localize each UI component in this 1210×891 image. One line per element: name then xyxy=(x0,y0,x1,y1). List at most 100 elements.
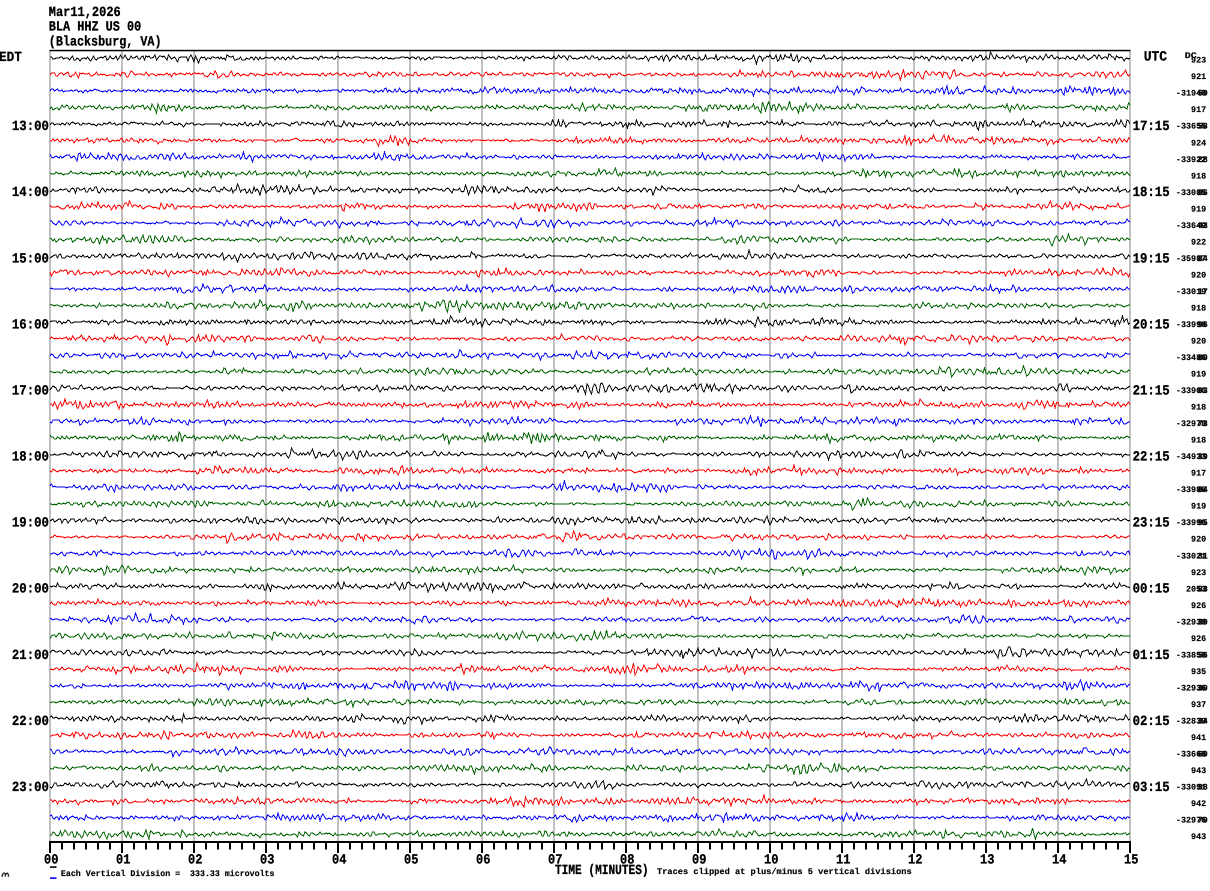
svg-text:39: 39 xyxy=(1198,452,1208,462)
svg-text:-33858: -33858 xyxy=(1176,650,1206,660)
svg-text:21:00: 21:00 xyxy=(12,648,49,664)
svg-text:06: 06 xyxy=(476,852,490,868)
svg-text:-34933: -34933 xyxy=(1176,452,1206,462)
svg-text:-33655: -33655 xyxy=(1176,122,1206,132)
svg-text:28: 28 xyxy=(1198,155,1208,165)
svg-text:73: 73 xyxy=(1198,419,1208,429)
svg-text:58: 58 xyxy=(1198,122,1208,132)
svg-text:34: 34 xyxy=(1198,716,1208,726)
svg-text:(Blacksburg, VA): (Blacksburg, VA) xyxy=(49,35,162,51)
svg-text:02:15: 02:15 xyxy=(1133,714,1170,730)
svg-text:19:00: 19:00 xyxy=(12,516,49,532)
svg-text:-33990: -33990 xyxy=(1176,320,1206,330)
svg-text:43: 43 xyxy=(1198,221,1208,231)
svg-text:918: 918 xyxy=(1191,303,1206,313)
svg-text:13:00: 13:00 xyxy=(12,119,49,135)
svg-text:937: 937 xyxy=(1191,700,1206,710)
svg-text:-31940: -31940 xyxy=(1176,89,1206,99)
svg-text:943: 943 xyxy=(1191,766,1206,776)
svg-text:12: 12 xyxy=(908,852,922,868)
svg-text:60: 60 xyxy=(1198,749,1208,759)
svg-text:01:15: 01:15 xyxy=(1133,648,1170,664)
svg-text:16:00: 16:00 xyxy=(12,317,49,333)
svg-text:942: 942 xyxy=(1191,799,1206,809)
svg-text:30: 30 xyxy=(1198,617,1208,627)
svg-text:00:15: 00:15 xyxy=(1133,582,1170,598)
svg-text:95: 95 xyxy=(1198,518,1208,528)
svg-text:-32976: -32976 xyxy=(1176,816,1206,826)
svg-text:17:15: 17:15 xyxy=(1133,119,1170,135)
svg-text:17:00: 17:00 xyxy=(12,383,49,399)
svg-text:920: 920 xyxy=(1191,336,1206,346)
svg-text:-33649: -33649 xyxy=(1176,221,1206,231)
svg-text:-33486: -33486 xyxy=(1176,353,1206,363)
svg-text:918: 918 xyxy=(1191,171,1206,181)
svg-text:56: 56 xyxy=(1198,650,1208,660)
svg-text:917: 917 xyxy=(1191,469,1206,479)
svg-text:919: 919 xyxy=(1191,204,1206,214)
svg-text:924: 924 xyxy=(1191,138,1206,148)
svg-text:00: 00 xyxy=(44,852,58,868)
svg-text:10: 10 xyxy=(764,852,778,868)
svg-text:-35987: -35987 xyxy=(1176,254,1206,264)
svg-text:917: 917 xyxy=(1191,105,1206,115)
svg-text:Mar11,2026: Mar11,2026 xyxy=(49,5,121,21)
svg-text:15:00: 15:00 xyxy=(12,251,49,267)
svg-text:11: 11 xyxy=(836,852,850,868)
svg-text:30: 30 xyxy=(1198,683,1208,693)
svg-text:UTC: UTC xyxy=(1144,50,1168,66)
svg-text:-33922: -33922 xyxy=(1176,155,1206,165)
svg-text:EDT: EDT xyxy=(0,50,22,66)
svg-text:22:15: 22:15 xyxy=(1133,450,1170,466)
svg-text:20:15: 20:15 xyxy=(1133,317,1170,333)
svg-text:920: 920 xyxy=(1191,535,1206,545)
svg-text:13: 13 xyxy=(980,852,994,868)
svg-text:03: 03 xyxy=(260,852,274,868)
svg-text:918: 918 xyxy=(1191,403,1206,413)
svg-text:83: 83 xyxy=(1198,584,1208,594)
svg-text:50: 50 xyxy=(1198,89,1208,99)
svg-text:14:00: 14:00 xyxy=(12,185,49,201)
svg-text:935: 935 xyxy=(1191,667,1206,677)
svg-text:18:15: 18:15 xyxy=(1133,185,1170,201)
svg-text:926: 926 xyxy=(1191,634,1206,644)
svg-text:921: 921 xyxy=(1191,72,1206,82)
svg-text:941: 941 xyxy=(1191,733,1206,743)
svg-text:920: 920 xyxy=(1191,270,1206,280)
svg-text:84: 84 xyxy=(1198,254,1208,264)
svg-text:07: 07 xyxy=(548,852,562,868)
svg-text:22:00: 22:00 xyxy=(12,714,49,730)
svg-text:03:15: 03:15 xyxy=(1133,780,1170,796)
svg-text:923: 923 xyxy=(1191,56,1206,66)
svg-text:-32978: -32978 xyxy=(1176,419,1206,429)
svg-text:-33996: -33996 xyxy=(1176,518,1206,528)
svg-text:23:15: 23:15 xyxy=(1133,516,1170,532)
svg-text:-33668: -33668 xyxy=(1176,749,1206,759)
svg-text:98: 98 xyxy=(1198,783,1208,793)
svg-text:TIME (MINUTES): TIME (MINUTES) xyxy=(555,863,649,879)
svg-text:918: 918 xyxy=(1191,436,1206,446)
svg-text:-32939: -32939 xyxy=(1176,617,1206,627)
svg-text:943: 943 xyxy=(1191,832,1206,842)
svg-text:31: 31 xyxy=(1198,551,1208,561)
svg-text:BLA HHZ US 00: BLA HHZ US 00 xyxy=(49,20,141,36)
svg-text:02: 02 xyxy=(188,852,202,868)
svg-text:Each Vertical Division = 333.: Each Vertical Division = 333.33 microvol… xyxy=(61,869,275,879)
svg-text:80: 80 xyxy=(1198,353,1208,363)
svg-text:-33021: -33021 xyxy=(1176,551,1206,561)
svg-text:23:00: 23:00 xyxy=(12,780,49,796)
svg-text:-33085: -33085 xyxy=(1176,188,1206,198)
svg-text:2053: 2053 xyxy=(1186,584,1206,594)
svg-text:03: 03 xyxy=(1198,386,1208,396)
svg-text:-33091: -33091 xyxy=(1176,783,1206,793)
svg-text:-32936: -32936 xyxy=(1176,683,1206,693)
svg-text:923: 923 xyxy=(1191,568,1206,578)
svg-text:-32839: -32839 xyxy=(1176,716,1206,726)
svg-text:08: 08 xyxy=(620,852,634,868)
svg-text:18:00: 18:00 xyxy=(12,450,49,466)
svg-text:20:00: 20:00 xyxy=(12,582,49,598)
svg-text:96: 96 xyxy=(1198,320,1208,330)
svg-text:-33986: -33986 xyxy=(1176,485,1206,495)
svg-text:922: 922 xyxy=(1191,237,1206,247)
svg-text:86: 86 xyxy=(1198,188,1208,198)
